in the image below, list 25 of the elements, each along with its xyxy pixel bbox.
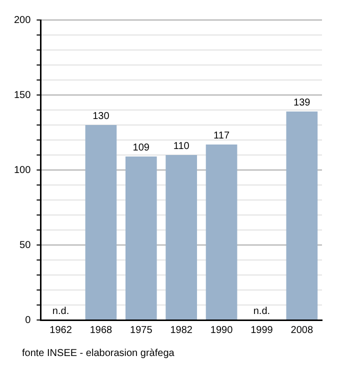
data-label: 109 (132, 142, 150, 154)
source-note: fonte INSEE - elaborasion gràfega (22, 348, 176, 359)
y-tick-label: 100 (14, 164, 32, 176)
y-tick-label: 150 (14, 90, 32, 101)
bar (85, 125, 117, 320)
x-tick-label: 1968 (90, 324, 113, 336)
data-label: 110 (173, 140, 190, 152)
bar (286, 112, 318, 320)
x-tick-label: 1999 (250, 324, 274, 336)
text: n.d. (253, 306, 270, 317)
x-tick-label: 2008 (290, 324, 314, 336)
x-tick-label: 1990 (210, 324, 234, 336)
bar (166, 155, 198, 320)
data-label: 117 (214, 130, 230, 142)
x-tick-label: 1975 (130, 324, 153, 336)
data-label: 139 (294, 97, 311, 108)
bar (206, 144, 238, 320)
text: n.d. (52, 306, 70, 317)
y-tick-label: 200 (14, 14, 32, 26)
y-tick-label: 50 (20, 240, 32, 251)
x-tick-label: 1982 (170, 324, 193, 336)
bar (125, 156, 157, 320)
data-label: 130 (92, 110, 110, 122)
y-tick-label: 0 (25, 314, 32, 326)
x-tick-label: 1962 (50, 324, 72, 336)
